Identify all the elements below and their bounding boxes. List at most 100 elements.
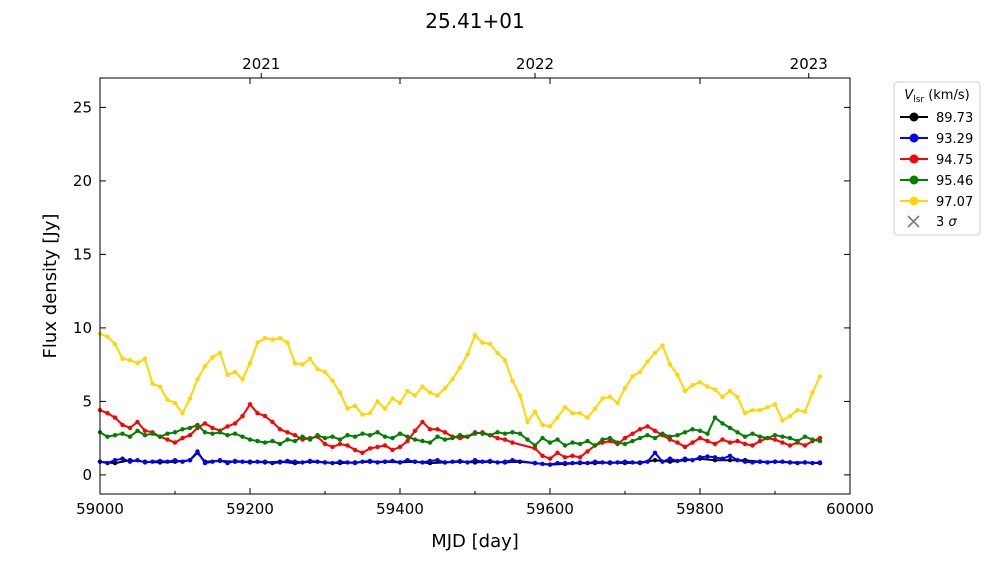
data-point <box>727 425 733 431</box>
data-point <box>232 369 238 375</box>
data-point <box>652 458 658 463</box>
series-95.46 <box>97 415 823 448</box>
data-point <box>750 431 755 436</box>
data-point <box>307 437 313 442</box>
data-point <box>472 430 478 435</box>
data-point <box>435 458 440 463</box>
data-point <box>420 419 425 425</box>
data-point <box>180 427 185 432</box>
data-point <box>622 459 628 464</box>
data-point <box>270 460 275 466</box>
data-point <box>322 460 328 465</box>
data-point <box>502 431 508 436</box>
data-point <box>562 443 568 448</box>
data-point <box>172 400 178 406</box>
data-point <box>397 400 403 406</box>
data-point <box>562 405 568 410</box>
data-point <box>765 405 770 410</box>
data-point <box>562 455 568 460</box>
legend-label: 94.75 <box>936 153 973 168</box>
data-point <box>247 402 253 407</box>
data-point <box>277 460 283 465</box>
data-point <box>300 362 305 367</box>
x-tick-label: 60000 <box>826 500 874 518</box>
data-point <box>735 438 740 444</box>
data-point <box>555 437 560 442</box>
data-point <box>525 437 530 442</box>
data-point <box>330 460 335 466</box>
data-point <box>427 440 433 445</box>
data-point <box>270 337 275 342</box>
data-point <box>285 340 290 345</box>
data-point <box>487 458 493 464</box>
data-point <box>660 431 665 436</box>
data-point <box>352 403 358 408</box>
legend-label: 95.46 <box>936 174 973 189</box>
data-point <box>742 434 748 439</box>
data-point <box>585 460 590 466</box>
data-point <box>217 350 223 356</box>
data-point <box>142 433 148 438</box>
data-point <box>787 443 793 448</box>
data-point <box>390 447 395 453</box>
data-point <box>142 428 148 433</box>
y-tick-label: 25 <box>73 98 92 116</box>
data-point <box>577 455 583 460</box>
data-point <box>585 415 590 420</box>
data-point <box>345 433 350 438</box>
data-point <box>345 443 350 448</box>
data-point <box>742 441 748 447</box>
data-point <box>652 435 658 441</box>
data-point <box>232 431 238 436</box>
x-tick-label: 59400 <box>376 500 424 518</box>
data-point <box>750 460 755 465</box>
data-point <box>577 411 583 416</box>
data-point <box>495 350 500 356</box>
data-point <box>120 431 125 436</box>
data-point <box>682 456 688 461</box>
data-point <box>157 458 163 464</box>
data-point <box>105 434 110 439</box>
data-point <box>577 460 583 465</box>
data-point <box>397 460 403 465</box>
data-point <box>780 418 785 423</box>
y-tick-label: 5 <box>82 392 92 410</box>
data-point <box>465 352 470 357</box>
data-point <box>480 459 485 464</box>
chart-title: 25.41+01 <box>425 9 524 33</box>
data-point <box>457 458 463 464</box>
data-point <box>135 458 140 463</box>
data-point <box>802 409 808 414</box>
data-point <box>697 435 703 441</box>
legend-marker <box>909 175 919 185</box>
legend-marker <box>909 154 919 164</box>
data-point <box>600 460 605 465</box>
data-point <box>292 438 298 444</box>
data-point <box>555 450 560 455</box>
data-point <box>547 462 553 467</box>
data-point <box>532 409 538 414</box>
data-point <box>465 434 470 439</box>
data-point <box>592 459 598 464</box>
data-point <box>667 456 673 461</box>
data-point <box>547 440 553 445</box>
data-point <box>487 341 493 347</box>
data-point <box>375 399 380 404</box>
data-point <box>150 459 155 464</box>
data-point <box>750 443 755 448</box>
data-point <box>540 461 545 467</box>
data-point <box>705 384 710 389</box>
data-point <box>360 450 365 455</box>
data-point <box>472 333 478 338</box>
data-point <box>112 458 118 463</box>
data-point <box>315 459 320 464</box>
data-point <box>225 433 230 438</box>
data-point <box>172 430 178 435</box>
data-point <box>202 363 208 369</box>
data-point <box>570 453 575 458</box>
legend-label-3sigma: 3 σ <box>936 215 957 230</box>
data-point <box>120 356 125 361</box>
data-point <box>622 441 628 447</box>
data-point <box>502 358 508 363</box>
